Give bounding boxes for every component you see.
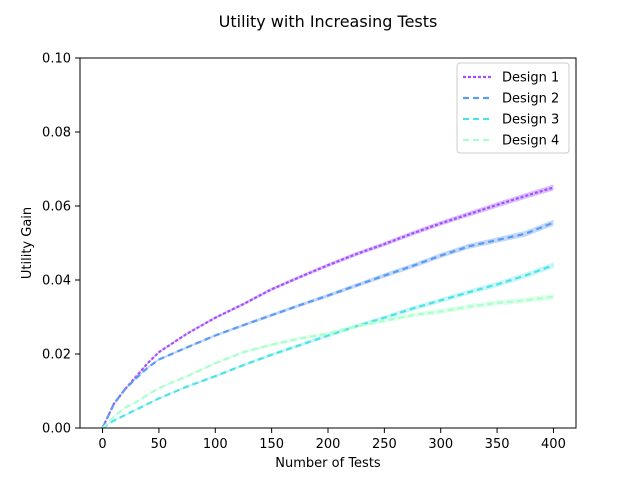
legend-label: Design 1 [502,71,559,86]
x-tick-label: 150 [259,437,284,452]
y-tick-label: 0.06 [42,200,71,215]
legend-label: Design 2 [502,92,559,107]
x-axis-label: Number of Tests [275,456,381,471]
y-tick-label: 0.10 [42,52,71,67]
x-tick-label: 200 [316,437,341,452]
legend-label: Design 4 [502,134,559,149]
x-tick-label: 300 [428,437,453,452]
legend: Design 1 Design 2 Design 3 Design 4 [456,62,570,154]
line-series-3 [101,264,554,429]
series-lines [101,186,554,429]
band-series-3 [102,262,554,428]
x-tick-label: 350 [485,437,510,452]
y-axis-label: Utility Gain [20,207,35,279]
y-tick-label: 0.04 [42,274,71,289]
x-tick-label: 50 [151,437,168,452]
confidence-bands [102,184,554,428]
legend-label: Design 3 [502,113,559,128]
x-tick-label: 0 [98,437,106,452]
line-series-1 [101,186,554,429]
y-axis-ticks: 0.00 0.02 0.04 0.06 0.08 0.10 [42,52,80,437]
chart-title: Utility with Increasing Tests [219,12,438,31]
legend-box [456,62,570,154]
x-axis-ticks: 0 50 100 150 200 250 300 350 400 [98,428,566,452]
line-series-4 [101,295,554,429]
band-series-2 [102,219,554,428]
x-tick-label: 250 [372,437,397,452]
x-tick-label: 100 [203,437,228,452]
x-tick-label: 400 [541,437,566,452]
y-tick-label: 0.00 [42,422,71,437]
y-tick-label: 0.08 [42,126,71,141]
line-series-2 [101,221,554,429]
band-series-4 [102,293,554,428]
y-tick-label: 0.02 [42,348,71,363]
